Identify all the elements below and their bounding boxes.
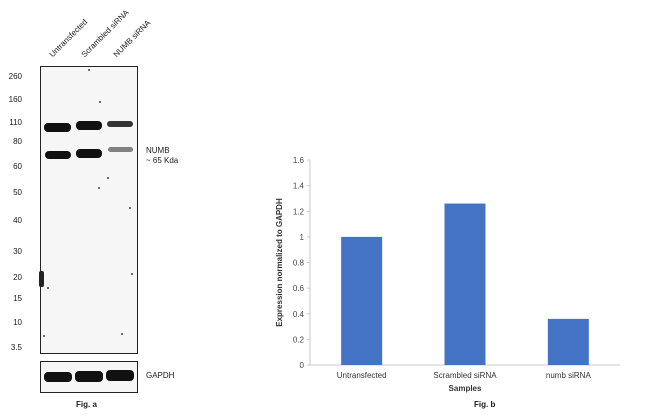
y-tick-label: 0.6 <box>293 284 305 293</box>
gapdh-band-numb-sirna <box>106 370 134 381</box>
y-axis-ticks: 0 0.2 0.4 0.6 0.8 1 1.2 1.4 1.6 <box>293 156 310 370</box>
blot-speck <box>121 333 123 335</box>
mw-marker: 40 <box>13 216 22 225</box>
band-110-scrambled <box>76 121 102 130</box>
mw-marker: 15 <box>13 294 22 303</box>
numb-size-label: ~ 65 Kda <box>146 156 179 165</box>
band-110-numb-sirna <box>107 121 133 127</box>
blot-edge-smear <box>39 271 44 287</box>
y-tick-label: 1.4 <box>293 182 305 191</box>
y-tick-label: 0.4 <box>293 310 305 319</box>
bar-scrambled-sirna <box>444 203 486 365</box>
y-tick-label: 0.2 <box>293 335 305 344</box>
x-category-label: Untransfected <box>337 371 387 380</box>
figure-a-caption: Fig. a <box>76 400 97 409</box>
y-tick-label: 1.2 <box>293 207 305 216</box>
mw-marker: 20 <box>13 273 22 282</box>
blot-speck <box>107 177 109 179</box>
numb-label: NUMB <box>146 146 170 155</box>
mw-marker: 3.5 <box>10 343 22 352</box>
mw-marker: 160 <box>8 95 22 104</box>
numb-annotation: NUMB ~ 65 Kda <box>146 146 178 166</box>
blot-speck <box>43 335 45 337</box>
band-numb-untransfected <box>45 151 71 159</box>
blot-speck <box>47 287 49 289</box>
band-numb-numb-sirna <box>108 147 133 152</box>
gapdh-band-scrambled <box>75 371 103 382</box>
mw-marker: 110 <box>9 118 22 127</box>
mw-marker: 10 <box>13 318 22 327</box>
mw-marker: 50 <box>13 188 22 197</box>
blot-speck <box>131 273 133 275</box>
blot-speck <box>129 207 131 209</box>
y-tick-label: 1 <box>300 233 305 242</box>
y-axis-title: Expression normalized to GAPDH <box>275 198 284 327</box>
band-110-untransfected <box>44 123 71 132</box>
mw-marker: 80 <box>13 137 22 146</box>
x-category-label: Scrambled siRNA <box>433 371 497 380</box>
mw-marker: 30 <box>13 247 22 256</box>
blot-speck <box>98 187 100 189</box>
x-axis-title: Samples <box>449 384 482 393</box>
bar-series <box>341 203 589 365</box>
bar-untransfected <box>341 236 383 365</box>
mw-marker: 260 <box>8 72 22 81</box>
blot-membrane <box>39 66 138 354</box>
band-numb-scrambled <box>76 149 102 158</box>
expression-bar-chart: 0 0.2 0.4 0.6 0.8 1 1.2 1.4 1.6 Untransfected Scr… <box>275 156 620 393</box>
figure-b-caption: Fig. b <box>474 400 496 409</box>
gapdh-blot <box>40 361 138 393</box>
y-tick-label: 0 <box>300 361 305 370</box>
x-category-label: numb siRNA <box>546 371 592 380</box>
blot-speck <box>99 101 101 103</box>
x-axis-category-labels: Untransfected Scrambled siRNA numb siRNA <box>337 371 592 380</box>
mw-marker: 60 <box>13 162 22 171</box>
bar-numb-sirna <box>547 318 589 365</box>
blot-speck <box>88 69 90 71</box>
gapdh-band-untransfected <box>44 372 72 382</box>
y-tick-label: 0.8 <box>293 259 305 268</box>
gapdh-label: GAPDH <box>146 371 175 380</box>
y-tick-label: 1.6 <box>293 156 305 165</box>
